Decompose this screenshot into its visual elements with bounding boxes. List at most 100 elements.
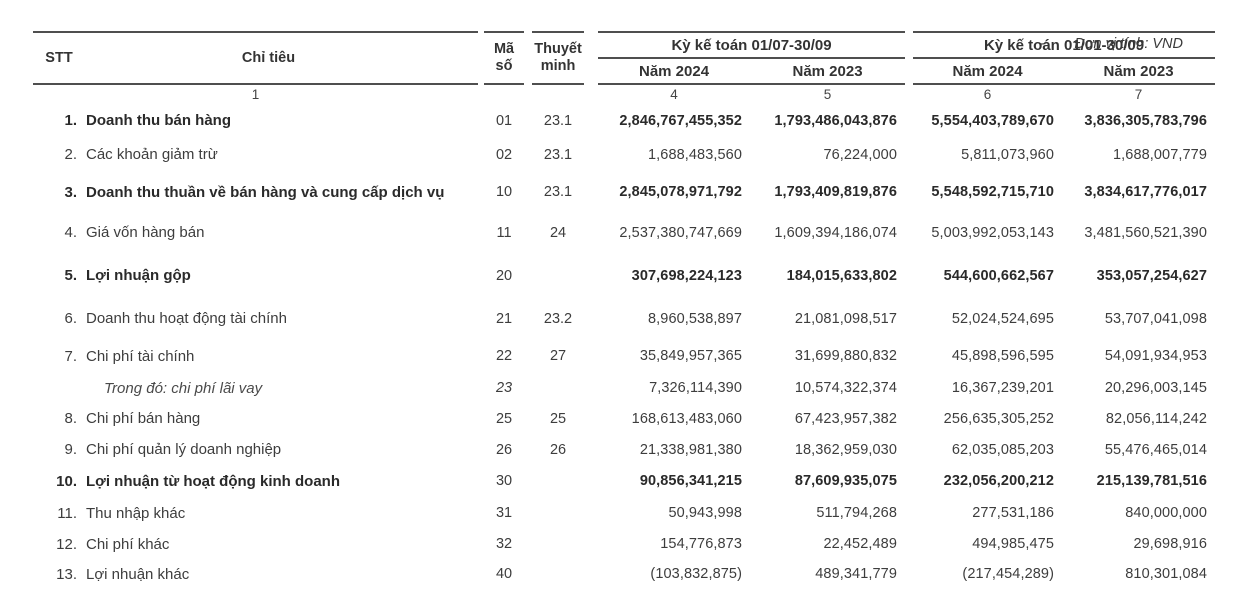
spacer bbox=[905, 298, 913, 339]
spacer bbox=[905, 253, 913, 298]
col-index-thuyet-minh bbox=[532, 84, 584, 104]
table-row: 5. Lợi nhuận gộp 20 307,698,224,123 184,… bbox=[33, 253, 1215, 298]
col-index-y-2024: 6 bbox=[983, 87, 992, 102]
col-header-stt-chitieu: STT Chỉ tiêu bbox=[33, 31, 479, 85]
ma-so-cell: 31 bbox=[495, 505, 513, 521]
row-label: Doanh thu bán hàng bbox=[86, 112, 231, 129]
thuyet-minh-cell bbox=[532, 253, 584, 298]
value-cell: 489,341,779 bbox=[815, 566, 898, 582]
spacer bbox=[584, 403, 598, 434]
row-stt: 10. bbox=[56, 472, 77, 490]
value-cell: 87,609,935,075 bbox=[794, 473, 898, 489]
table-row: 11. Thu nhập khác 31 50,943,998 511,794,… bbox=[33, 497, 1215, 529]
spacer bbox=[584, 137, 598, 172]
spacer bbox=[584, 339, 598, 373]
value-cell: 5,554,403,789,670 bbox=[931, 112, 1055, 129]
financial-statement-page: - Đơn vị tính: VND STT Chỉ tiêu Mã số Th… bbox=[0, 31, 1239, 615]
value-cell: 215,139,781,516 bbox=[1096, 473, 1208, 489]
row-stt: 8. bbox=[64, 410, 77, 427]
spacer bbox=[584, 253, 598, 298]
spacer bbox=[905, 373, 913, 403]
table-body: 1. Doanh thu bán hàng 01 23.1 2,846,767,… bbox=[33, 104, 1215, 589]
row-label: Giá vốn hàng bán bbox=[86, 224, 205, 241]
value-cell: 21,081,098,517 bbox=[794, 310, 898, 327]
spacer bbox=[524, 497, 532, 529]
value-cell: 353,057,254,627 bbox=[1096, 267, 1208, 284]
ma-so-cell: 02 bbox=[495, 146, 513, 163]
spacer bbox=[524, 104, 532, 137]
spacer bbox=[524, 137, 532, 172]
spacer bbox=[584, 559, 598, 589]
col-header-ma-so: Mã số bbox=[484, 31, 525, 85]
value-cell: 8,960,538,897 bbox=[647, 310, 743, 327]
spacer bbox=[905, 172, 913, 212]
value-cell: 54,091,934,953 bbox=[1104, 348, 1208, 364]
value-cell: 82,056,114,242 bbox=[1105, 410, 1208, 427]
ma-so-cell: 23 bbox=[495, 380, 513, 396]
row-stt: 6. bbox=[64, 310, 77, 327]
ma-so-cell: 30 bbox=[495, 473, 513, 489]
unit-note-text: Đơn vị tính: VND bbox=[1074, 36, 1183, 52]
spacer bbox=[905, 434, 913, 465]
row-stt: 7. bbox=[64, 347, 77, 365]
col-index-q-2023: 5 bbox=[823, 87, 832, 102]
value-cell: 168,613,483,060 bbox=[631, 410, 743, 427]
spacer bbox=[584, 497, 598, 529]
ma-so-cell: 32 bbox=[495, 536, 513, 552]
spacer bbox=[905, 137, 913, 172]
row-stt bbox=[33, 373, 80, 403]
row-stt: 11. bbox=[57, 504, 77, 522]
year-col-header-y-2024: Năm 2024 bbox=[913, 58, 1063, 85]
ma-so-cell: 10 bbox=[495, 184, 513, 200]
spacer bbox=[584, 434, 598, 465]
spacer bbox=[905, 339, 913, 373]
spacer bbox=[905, 403, 913, 434]
value-cell: 810,301,084 bbox=[1125, 566, 1208, 582]
table-row: 7. Chi phí tài chính 22 27 35,849,957,36… bbox=[33, 339, 1215, 373]
thuyet-minh-cell: 23.2 bbox=[543, 310, 573, 327]
row-stt: 5. bbox=[64, 267, 77, 284]
thuyet-minh-cell bbox=[532, 529, 584, 559]
value-cell: 18,362,959,030 bbox=[794, 441, 898, 458]
row-label: Chi phí tài chính bbox=[86, 347, 195, 365]
value-cell: 232,056,200,212 bbox=[943, 473, 1055, 489]
spacer bbox=[524, 559, 532, 589]
ma-so-cell: 25 bbox=[495, 410, 513, 427]
value-cell: 5,003,992,053,143 bbox=[931, 224, 1055, 241]
row-label: Chi phí quản lý doanh nghiệp bbox=[86, 441, 282, 458]
value-cell: 1,793,486,043,876 bbox=[774, 112, 898, 129]
year-col-header-q-2024: Năm 2024 bbox=[598, 58, 751, 85]
table-row: 12. Chi phí khác 32 154,776,873 22,452,4… bbox=[33, 529, 1215, 559]
value-cell: 307,698,224,123 bbox=[631, 267, 743, 284]
value-cell: (217,454,289) bbox=[962, 566, 1055, 582]
value-cell: 67,423,957,382 bbox=[794, 410, 898, 427]
value-cell: 22,452,489 bbox=[823, 536, 898, 552]
value-cell: 50,943,998 bbox=[668, 505, 743, 521]
spacer bbox=[905, 32, 913, 104]
value-cell: 16,367,239,201 bbox=[951, 380, 1055, 396]
row-stt: 13. bbox=[56, 565, 77, 583]
row-stt: 12. bbox=[56, 535, 77, 553]
row-stt: 4. bbox=[64, 224, 77, 241]
table-row: 8. Chi phí bán hàng 25 25 168,613,483,06… bbox=[33, 403, 1215, 434]
table-row: 3. Doanh thu thuần về bán hàng và cung c… bbox=[33, 172, 1215, 212]
value-cell: 184,015,633,802 bbox=[786, 267, 898, 284]
spacer bbox=[905, 465, 913, 497]
spacer bbox=[524, 465, 532, 497]
spacer bbox=[524, 212, 532, 253]
table-row: 13. Lợi nhuận khác 40 (103,832,875) 489,… bbox=[33, 559, 1215, 589]
row-stt: 3. bbox=[64, 183, 77, 201]
value-cell: 10,574,322,374 bbox=[794, 380, 898, 396]
row-label: Thu nhập khác bbox=[86, 504, 186, 522]
value-cell: 3,836,305,783,796 bbox=[1084, 112, 1208, 129]
value-cell: 2,845,078,971,792 bbox=[619, 184, 743, 200]
value-cell: 5,811,073,960 bbox=[961, 146, 1055, 163]
ma-so-cell: 20 bbox=[495, 267, 513, 284]
spacer bbox=[905, 529, 913, 559]
thuyet-minh-cell: 26 bbox=[549, 441, 567, 458]
thuyet-minh-cell: 27 bbox=[549, 348, 567, 364]
spacer bbox=[584, 298, 598, 339]
value-cell: 7,326,114,390 bbox=[649, 380, 743, 396]
ma-so-cell: 40 bbox=[495, 566, 513, 582]
col-index-chi-tieu: 1 bbox=[251, 87, 260, 102]
